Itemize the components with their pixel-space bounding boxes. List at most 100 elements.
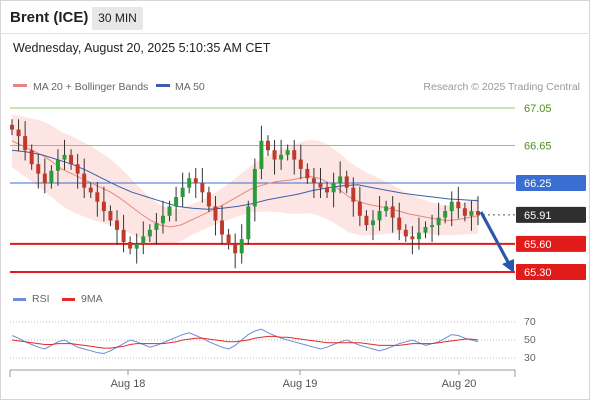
forecast-arrow-shaft [479,211,510,263]
candle-body [325,187,330,193]
candle-body [311,178,316,183]
x-axis: Aug 18 Aug 19 Aug 20 [9,369,516,390]
candle-body [357,201,362,216]
ma50-legend-label: MA 50 [175,81,205,93]
ma50-legend-swatch [156,84,170,87]
candle-body [206,192,211,207]
candle-body [160,215,165,224]
candle-body [252,168,257,207]
candle-body [384,206,389,212]
candle-body [128,242,133,249]
rsi-ma-legend-swatch [62,298,75,301]
bollinger-band-fill [12,114,478,245]
candle-body [187,178,192,188]
candle-body [193,178,198,183]
rsi-tick-30: 30 [524,352,536,364]
candle-body [449,201,454,212]
candle-body [331,182,336,193]
level-label-67-05: 67.05 [524,103,552,115]
candle-body [200,182,205,193]
candle-body [462,208,467,216]
level-tag-support [516,264,586,280]
candle-body [220,220,225,235]
candle-body [88,187,93,193]
candle-body [338,176,343,183]
candle-body [298,159,303,169]
ma20-line [11,140,479,228]
candle-body [370,220,375,226]
candle-body [82,173,87,188]
candle-body [272,150,277,160]
rsi-tick-70: 70 [524,316,536,328]
candle-body [351,187,356,202]
candle-body [55,159,60,171]
candle-body [456,201,461,209]
candle-body [430,225,435,228]
candle-body [377,211,382,221]
candle-body [23,136,28,151]
credit-text: Research © 2025 Trading Central [423,81,580,93]
candle-body [423,227,428,233]
candle-body [154,223,159,230]
rsi-legend-label: RSI [32,293,50,305]
candle-body [115,220,120,230]
rsi-panel [10,321,515,359]
level-tag-last [516,206,586,223]
timeframe-badge[interactable]: 30 MIN [92,7,143,30]
rsi-axis: 70 50 30 [524,316,536,364]
candle-body [292,150,297,160]
candle-body [141,236,146,244]
candle-body [318,182,323,188]
candle-body [62,154,67,160]
candle-body [180,187,185,198]
candle-body [36,164,41,174]
level-tag-support [516,235,586,252]
candle-body [416,232,421,240]
rsi-legend: RSI 9MA [13,293,103,305]
rsi-legend-swatch [13,298,26,301]
instrument-title: Brent (ICE) [10,9,89,26]
forecast-arrow [479,211,514,273]
rsi-tick-50: 50 [524,334,536,346]
level-label-65-60: 65.60 [524,239,552,251]
candle-body [443,211,448,218]
candle-body [42,173,47,183]
header-divider [0,33,590,34]
candlesticks [10,119,480,269]
candle-body [259,140,264,169]
price-level-labels: 67.05 66.65 66.25 65.91 65.60 65.30 [516,103,586,280]
candle-body [49,170,54,183]
level-tag-pivot [516,174,586,191]
forecast-arrow-head [502,259,514,273]
candle-body [29,150,34,165]
candle-body [134,243,139,249]
candle-body [239,239,244,254]
ma20-legend-label: MA 20 + Bollinger Bands [33,81,148,93]
candle-body [101,201,106,212]
rsi-line [11,328,479,355]
x-label-aug20: Aug 20 [442,378,477,390]
candle-body [16,129,21,137]
level-label-66-25: 66.25 [524,178,552,190]
rsi-ma-line [11,335,479,349]
candle-body [265,140,270,151]
candle-body [246,206,251,240]
candle-body [213,206,218,221]
candle-body [147,229,152,237]
level-label-65-91: 65.91 [524,210,552,222]
candle-body [279,154,284,160]
candle-body [121,229,126,243]
candle-body [390,206,395,218]
candle-body [174,197,179,207]
candle-body [364,215,369,226]
candle-body [285,150,290,155]
moving-averages [11,140,479,228]
candle-body [226,234,231,244]
rsi-ma-legend-label: 9MA [81,293,103,305]
candle-body [403,229,408,237]
candle-body [108,211,113,221]
chart-legend: MA 20 + Bollinger Bands MA 50 Research ©… [13,81,580,93]
candle-body [397,217,402,230]
level-label-65-30: 65.30 [524,267,552,279]
candle-body [476,211,480,215]
